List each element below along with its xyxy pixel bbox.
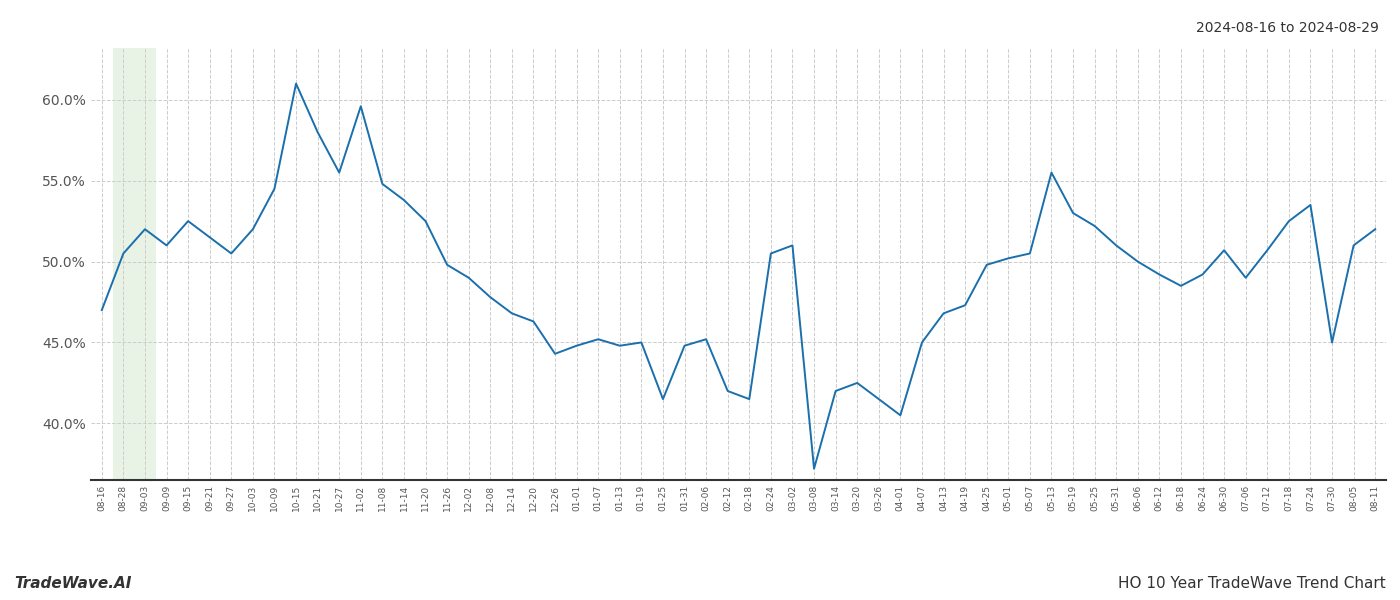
Text: TradeWave.AI: TradeWave.AI (14, 576, 132, 591)
Bar (112, 48, 155, 480)
Text: HO 10 Year TradeWave Trend Chart: HO 10 Year TradeWave Trend Chart (1119, 576, 1386, 591)
Text: 2024-08-16 to 2024-08-29: 2024-08-16 to 2024-08-29 (1196, 21, 1379, 35)
